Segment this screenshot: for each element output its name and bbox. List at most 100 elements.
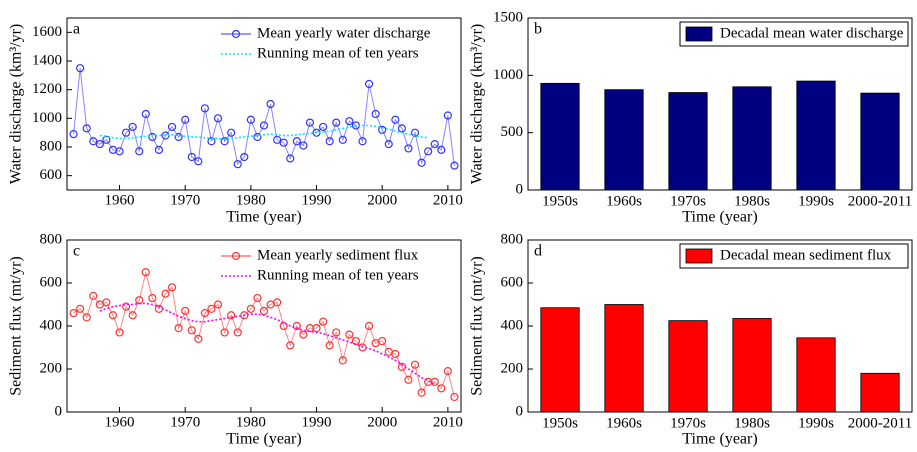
y-tick-label: 1000 [493,67,523,83]
x-tick-label: 1970 [170,414,200,430]
data-point [384,140,393,149]
x-tick-label: 2010 [433,192,463,208]
data-point [181,115,190,124]
legend-frame [679,21,909,47]
data-point [259,121,269,130]
y-tick-label: 1200 [32,81,62,97]
legend-label: Decadal mean water discharge [720,25,904,41]
legend-label: Running mean of ten years [257,45,419,61]
data-point [305,118,315,127]
x-tick-label: 2000 [367,192,397,208]
y-tick-label: 1000 [32,110,62,126]
data-point [115,147,124,156]
data-point [69,309,78,318]
y-tick-label: 1500 [493,9,523,25]
bar [796,337,836,413]
data-point [128,122,137,132]
x-tick-label: 2000-2011 [848,193,912,209]
series-line [99,124,429,140]
x-tick-label: 2000-2011 [848,415,912,431]
y-axis-label: Water discharge (km³/yr) [8,24,25,184]
data-point [417,158,426,167]
legend-swatch [685,248,713,264]
y-tick-label: 500 [501,124,524,140]
data-point [279,321,288,331]
x-tick-label: 1950s [542,193,578,209]
y-tick-label: 400 [40,317,63,333]
data-point [227,128,236,137]
x-tick-label: 1980 [236,414,266,430]
y-tick-label: 0 [55,403,63,419]
legend-label: Mean yearly sediment flux [257,247,419,263]
series-line [73,68,455,166]
data-point [319,317,328,326]
panel-label: c [73,243,80,260]
bar [540,82,580,191]
data-point [89,137,98,146]
data-point [82,313,91,322]
data-point [299,141,308,150]
bar [860,372,900,413]
panel-label: b [534,21,542,38]
data-point [141,109,150,119]
legend-marker [231,251,241,261]
data-point [233,328,242,337]
y-axis-label: Sediment flux (mt/yr) [8,256,25,396]
y-tick-label: 200 [40,360,63,376]
y-tick-label: 600 [501,274,524,290]
y-tick-label: 800 [40,138,63,154]
panel: 0 200 400 600 800 Sediment flux (mt/yr) Time (… [8,231,463,447]
data-point [181,306,190,316]
data-point [338,356,347,365]
data-point [108,311,118,320]
data-point [194,157,203,166]
data-point [246,304,255,313]
x-tick-label: 1980 [236,192,266,208]
panel: 0 200 400 600 800 Sediment flux (mt/yr) Time (… [469,231,913,448]
data-point [430,140,439,149]
data-point [69,130,78,139]
data-point [200,104,209,113]
data-point [358,137,367,146]
data-point [266,99,275,109]
x-tick-label: 1980s [734,415,770,431]
data-point [391,349,400,359]
legend-label: Running mean of ten years [257,267,419,283]
data-point [148,293,157,303]
panel-label: a [73,21,80,38]
x-axis-label: Time (year) [226,431,301,448]
plot-frame [66,17,462,191]
bar [668,320,708,413]
data-point [174,324,183,333]
data-point [292,137,301,146]
data-point [233,160,242,169]
plot-frame [66,239,462,413]
data-point [443,367,452,376]
legend-swatch [685,26,713,42]
data-point [89,291,98,300]
data-point [213,114,223,123]
data-point [338,135,347,144]
data-point [148,132,157,142]
data-point [378,336,387,346]
data-point [325,341,334,350]
data-point [450,392,459,402]
data-point [345,330,354,339]
data-point [220,328,229,337]
y-tick-label: 1600 [32,24,62,40]
data-point [319,122,328,132]
data-point [95,140,104,149]
bar [540,307,580,413]
data-point [213,300,223,309]
bar [732,86,772,191]
data-point [378,125,387,134]
plot-frame [527,17,913,191]
bar [860,92,900,191]
data-point [240,152,249,162]
legend-frame [679,243,909,269]
y-axis-label: Water discharge (km³/yr) [469,24,486,184]
x-tick-label: 1960 [105,414,135,430]
data-point [371,109,380,119]
x-tick-label: 2000 [367,414,397,430]
y-tick-label: 0 [516,403,524,419]
